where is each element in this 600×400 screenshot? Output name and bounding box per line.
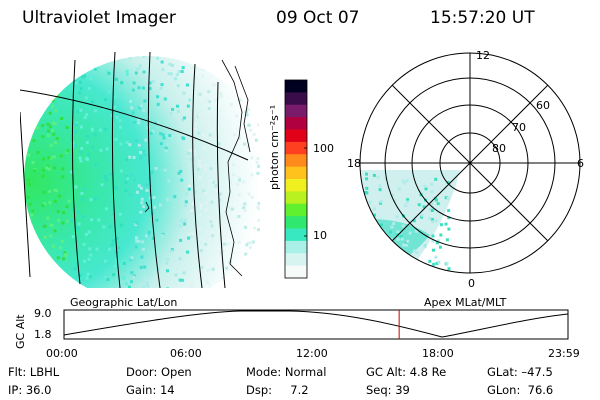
mlt-label-6: 6 <box>577 157 584 170</box>
time-tick-3: 18:00 <box>422 347 454 360</box>
time-tick-4: 23:59 <box>548 347 580 360</box>
timeline-ylabel: GC Alt <box>14 314 27 349</box>
mode-info: Mode: Normal <box>246 365 327 379</box>
time-tick-2: 12:00 <box>296 347 328 360</box>
colorbar-tick-10: 10 <box>313 229 327 242</box>
colorbar-gradient <box>285 80 307 279</box>
time-tick-1: 06:00 <box>170 347 202 360</box>
mlt-label-12: 12 <box>476 49 490 62</box>
colorbar-tick-100: 100 <box>313 142 334 155</box>
apex-caption: Apex MLat/MLT <box>424 296 507 309</box>
gain-info: Gain: 14 <box>126 383 175 397</box>
polar-emission <box>360 170 460 273</box>
polar-grid <box>359 52 581 274</box>
time-tick-0: 00:00 <box>46 347 78 360</box>
time-label: 15:57:20 UT <box>430 8 535 28</box>
mlt-label-18: 18 <box>347 157 361 170</box>
glat-info: GLat: –47.5 <box>487 365 553 379</box>
door-info: Door: Open <box>126 365 192 379</box>
altitude-curve <box>63 310 569 338</box>
colorbar-label: photon cm⁻²s⁻¹ <box>268 104 281 190</box>
aurora-emission <box>24 56 260 288</box>
flt-info: Flt: LBHL <box>8 365 60 379</box>
lat-lon-grid <box>20 52 249 288</box>
ip-info: IP: 36.0 <box>8 383 52 397</box>
mlat-label-80: 80 <box>492 142 506 155</box>
timeline-ymin: 1.8 <box>34 328 52 341</box>
mlat-label-70: 70 <box>512 121 526 134</box>
geographic-image <box>20 52 260 288</box>
seq-info: Seq: 39 <box>366 383 410 397</box>
timeline-ymax: 9.0 <box>34 307 52 320</box>
dsp-info: Dsp: 7.2 <box>246 383 309 397</box>
date-label: 09 Oct 07 <box>276 8 360 28</box>
glon-info: GLon: 76.6 <box>487 383 554 397</box>
geo-caption: Geographic Lat/Lon <box>70 296 178 309</box>
polar-plot <box>359 52 581 274</box>
app-title: Ultraviolet Imager <box>22 8 176 28</box>
gc-alt-info: GC Alt: 4.8 Re <box>366 365 447 379</box>
colorbar <box>284 79 308 279</box>
altitude-timeline <box>63 309 569 340</box>
mlt-label-0: 0 <box>468 277 475 290</box>
mlat-label-60: 60 <box>536 99 550 112</box>
coastline <box>144 59 251 277</box>
